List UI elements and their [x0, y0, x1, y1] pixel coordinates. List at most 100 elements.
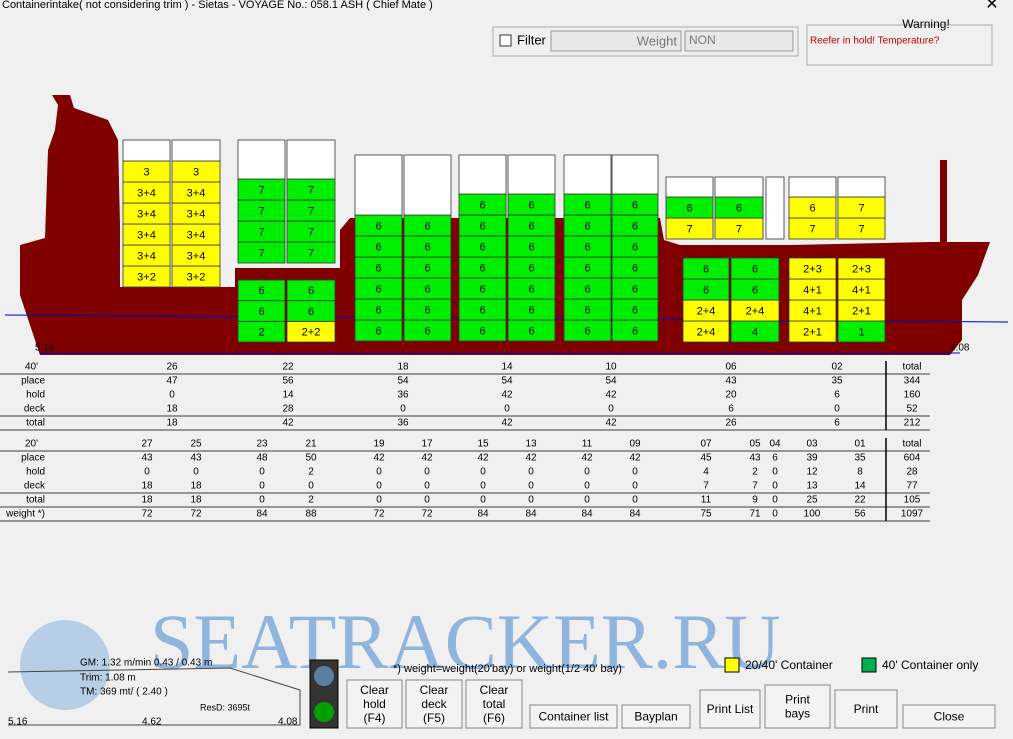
cell-label: 6: [632, 283, 638, 295]
cell-value: 84: [581, 509, 593, 520]
container-cell: [286, 139, 336, 180]
cell-label: 6: [632, 304, 638, 316]
close-icon[interactable]: ✕: [985, 0, 998, 13]
container-cell: [714, 176, 764, 198]
cell-value: 77: [906, 481, 918, 492]
cell-label: 4+1: [803, 305, 822, 317]
cell-value: 0: [424, 481, 430, 492]
container-cell: [611, 154, 659, 195]
button-label: (F4): [364, 711, 386, 725]
choice-select[interactable]: [684, 30, 794, 52]
cell-label: 6: [375, 283, 381, 295]
cell-label: 6: [752, 263, 758, 275]
cell-label: 6: [584, 241, 590, 253]
container-cell: [665, 176, 714, 198]
resd: ResD: 3695t: [200, 702, 251, 712]
cell-label: 7: [308, 184, 314, 196]
row-label: place: [21, 453, 45, 464]
cell-label: 6: [528, 304, 534, 316]
cell-value: 26: [725, 418, 737, 429]
container-cell: [837, 257, 886, 280]
cell-value: 18: [190, 495, 202, 506]
filter-checkbox[interactable]: [499, 34, 512, 47]
cell-label: 6: [479, 304, 485, 316]
cell-value: 72: [373, 509, 385, 520]
cell-value: 0: [480, 467, 486, 478]
cell-label: 3: [143, 166, 149, 178]
cell-label: 4+1: [852, 284, 871, 296]
cell-label: 6: [479, 220, 485, 232]
button[interactable]: [465, 679, 523, 729]
button[interactable]: [529, 704, 618, 729]
cell-label: 6: [632, 325, 638, 337]
cell-value: 54: [501, 376, 513, 387]
cell-label: 6: [584, 283, 590, 295]
cell-value: 0: [528, 495, 534, 506]
button-label: deck: [421, 697, 447, 711]
button[interactable]: [405, 679, 463, 729]
bay-label: 21: [305, 439, 317, 450]
tm: TM: 369 mt/ ( 2.40 ): [80, 687, 168, 698]
button[interactable]: [902, 704, 996, 729]
cell-value: 22: [854, 495, 866, 506]
cell-label: 1: [858, 326, 864, 338]
cell-label: 2: [258, 327, 264, 339]
cell-label: 6: [703, 284, 709, 296]
cell-value: 0: [424, 467, 430, 478]
cell-value: 0: [632, 495, 638, 506]
cell-value: 0: [632, 481, 638, 492]
button-label: Clear: [420, 683, 449, 697]
cell-label: 6: [424, 283, 430, 295]
container-cell: [507, 154, 556, 195]
draft-aft-small: 5.16: [8, 717, 28, 728]
cell-value: 0: [259, 495, 265, 506]
cell-value: 212: [904, 418, 921, 429]
button[interactable]: [621, 704, 691, 729]
button-label: Print List: [707, 702, 754, 716]
button[interactable]: [699, 689, 761, 729]
cell-value: 0: [480, 495, 486, 506]
button[interactable]: [346, 679, 403, 729]
cell-label: 6: [632, 262, 638, 274]
cell-label: 3+4: [187, 208, 206, 220]
draft-fwd: 4.08: [950, 343, 970, 354]
cell-value: 84: [477, 509, 489, 520]
cell-label: 2+4: [746, 305, 765, 317]
filter-select[interactable]: [550, 30, 682, 52]
cell-value: 0: [632, 467, 638, 478]
cell-value: 6: [834, 418, 840, 429]
cell-label: 6: [752, 284, 758, 296]
cell-label: 6: [584, 304, 590, 316]
cell-value: 0: [259, 467, 265, 478]
cell-label: 2+2: [302, 327, 321, 339]
bay-label: 11: [582, 439, 593, 450]
cell-value: 42: [629, 453, 641, 464]
bay-label: 03: [806, 439, 818, 450]
bay-label: 25: [190, 439, 202, 450]
cell-value: 0: [376, 467, 382, 478]
cell-value: 0: [584, 481, 590, 492]
cell-value: 0: [376, 495, 382, 506]
row-label: weight *): [5, 509, 45, 520]
button[interactable]: [834, 689, 898, 729]
cell-label: 6: [703, 263, 709, 275]
container-cell: [837, 176, 886, 198]
cell-label: 3+2: [137, 271, 156, 283]
cell-value: 43: [190, 453, 202, 464]
bay-plan: 3+2 3+4 3+4 3+4 3+4 3 3+2 3+4 3+4 3+4 3+4 3 7 7 7 7 7 7 7 7…: [122, 139, 886, 343]
cell-value: 11: [701, 495, 712, 506]
cell-label: 6: [375, 304, 381, 316]
container-cell: [354, 154, 403, 216]
cell-label: 6: [528, 325, 534, 337]
cell-label: 7: [308, 247, 314, 259]
container-cell: [403, 154, 452, 216]
cell-value: 0: [504, 404, 510, 415]
bay-label: 27: [141, 439, 153, 450]
button[interactable]: [764, 684, 831, 729]
row-label: total: [26, 418, 45, 429]
cell-label: 6: [424, 241, 430, 253]
cell-value: 28: [282, 404, 294, 415]
cell-value: 0: [259, 481, 265, 492]
cell-value: 6: [728, 404, 734, 415]
